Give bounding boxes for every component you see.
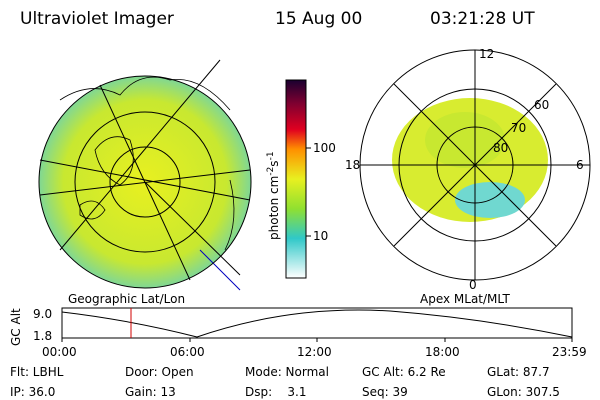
colorbar <box>285 79 307 279</box>
footer-field: Flt: LBHL <box>10 365 64 379</box>
footer-field: GLon: 307.5 <box>487 385 560 399</box>
footer-field: Dsp: 3.1 <box>245 385 307 399</box>
altitude-xtick: 06:00 <box>170 345 205 359</box>
altitude-xtick: 12:00 <box>297 345 332 359</box>
right-panel-label: Apex MLat/MLT <box>420 292 510 306</box>
altitude-plot <box>61 307 573 342</box>
footer-field: GC Alt: 6.2 Re <box>362 365 446 379</box>
mlat-label: 60 <box>534 98 549 112</box>
mlt-label: 18 <box>345 158 360 172</box>
polar-image <box>359 49 591 281</box>
mlt-label: 12 <box>479 47 494 61</box>
footer: Flt: LBHL Door: Open Mode: Normal GC Alt: 6… <box>10 365 560 399</box>
left-panel-label: Geographic Lat/Lon <box>68 292 185 306</box>
footer-field: Seq: 39 <box>362 385 408 399</box>
time: 03:21:28 UT <box>430 9 535 29</box>
altitude-xtick: 18:00 <box>425 345 460 359</box>
altitude-xtick: 00:00 <box>42 345 77 359</box>
mlt-label: 6 <box>576 158 584 172</box>
mlat-label: 70 <box>511 121 526 135</box>
altitude-ytick: 9.0 <box>33 307 52 321</box>
colorbar-label: photon cm-2s-1 <box>266 151 281 240</box>
colorbar-tick: 10 <box>313 229 328 243</box>
footer-field: IP: 36.0 <box>10 385 55 399</box>
mlat-label: 80 <box>493 141 508 155</box>
title: Ultraviolet Imager <box>20 9 174 29</box>
colorbar-tick: 100 <box>313 141 336 155</box>
altitude-ytick: 1.8 <box>33 329 52 343</box>
altitude-ylabel: GC Alt <box>9 308 23 346</box>
geographic-image <box>38 59 252 291</box>
footer-field: Door: Open <box>125 365 194 379</box>
altitude-xtick: 23:59 <box>552 345 587 359</box>
footer-field: Mode: Normal <box>245 365 329 379</box>
footer-field: Gain: 13 <box>125 385 176 399</box>
footer-field: GLat: 87.7 <box>487 365 550 379</box>
date: 15 Aug 00 <box>275 9 362 29</box>
mlt-label: 0 <box>469 278 477 292</box>
